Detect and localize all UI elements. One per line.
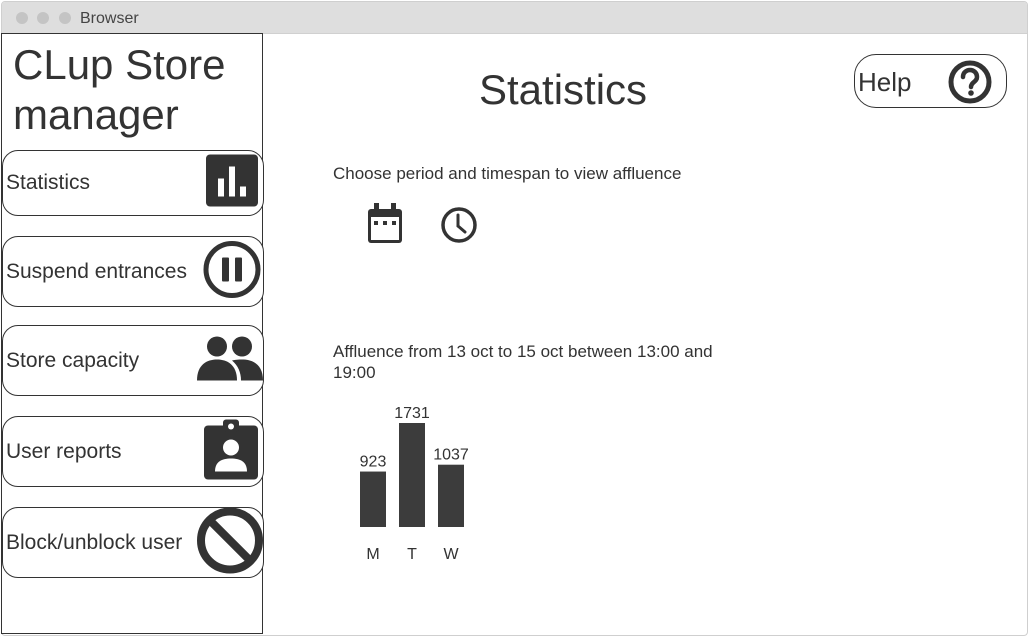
clock-icon[interactable] [437, 203, 481, 252]
bar-w [438, 464, 464, 527]
sidebar-item-label: Store capacity [6, 348, 140, 372]
period-prompt: Choose period and timespan to view afflu… [333, 164, 682, 183]
x-tick-label: T [407, 546, 417, 563]
user-report-icon [204, 419, 258, 484]
app-title: CLup Store manager [13, 41, 226, 138]
pause-icon [202, 239, 262, 304]
bar-value-label: 1037 [433, 447, 469, 464]
window-close-dot[interactable] [16, 12, 28, 24]
block-icon [196, 506, 264, 579]
sidebar-item-label: User reports [6, 439, 122, 463]
bar-t [399, 423, 425, 527]
help-icon [947, 59, 993, 110]
x-tick-label: W [443, 546, 459, 563]
help-button[interactable]: Help [854, 54, 1007, 108]
chart-caption: Affluence from 13 oct to 15 oct between … [333, 342, 713, 382]
sidebar-item-label: Block/unblock user [6, 530, 183, 554]
sidebar-item-store-capacity[interactable]: Store capacity [2, 325, 264, 396]
page-title: Statistics [479, 66, 648, 113]
bar-m [360, 471, 386, 527]
sidebar-item-label: Statistics [6, 171, 91, 194]
window-title: Browser [80, 10, 139, 27]
people-icon [197, 334, 263, 387]
sidebar-item-user-reports[interactable]: User reports [2, 416, 264, 487]
sidebar-item-suspend-entrances[interactable]: Suspend entrances [2, 236, 264, 307]
bar-value-label: 923 [360, 454, 387, 471]
help-button-label: Help [858, 67, 912, 97]
bar-chart-icon [206, 154, 258, 212]
calendar-icon[interactable] [362, 203, 408, 252]
window-titlebar: Browser [2, 2, 1027, 34]
sidebar-item-statistics[interactable]: Statistics [2, 150, 264, 216]
sidebar-item-block-unblock-user[interactable]: Block/unblock user [2, 507, 264, 578]
window-minimize-dot[interactable] [37, 12, 49, 24]
x-tick-label: M [366, 546, 379, 563]
window-zoom-dot[interactable] [59, 12, 71, 24]
sidebar: CLup Store manager Statistics Suspend en… [1, 33, 264, 634]
bar-value-label: 1731 [394, 405, 430, 422]
affluence-chart: 923 M 1731 T 1037 W [360, 405, 469, 563]
sidebar-item-label: Suspend entrances [6, 259, 187, 283]
